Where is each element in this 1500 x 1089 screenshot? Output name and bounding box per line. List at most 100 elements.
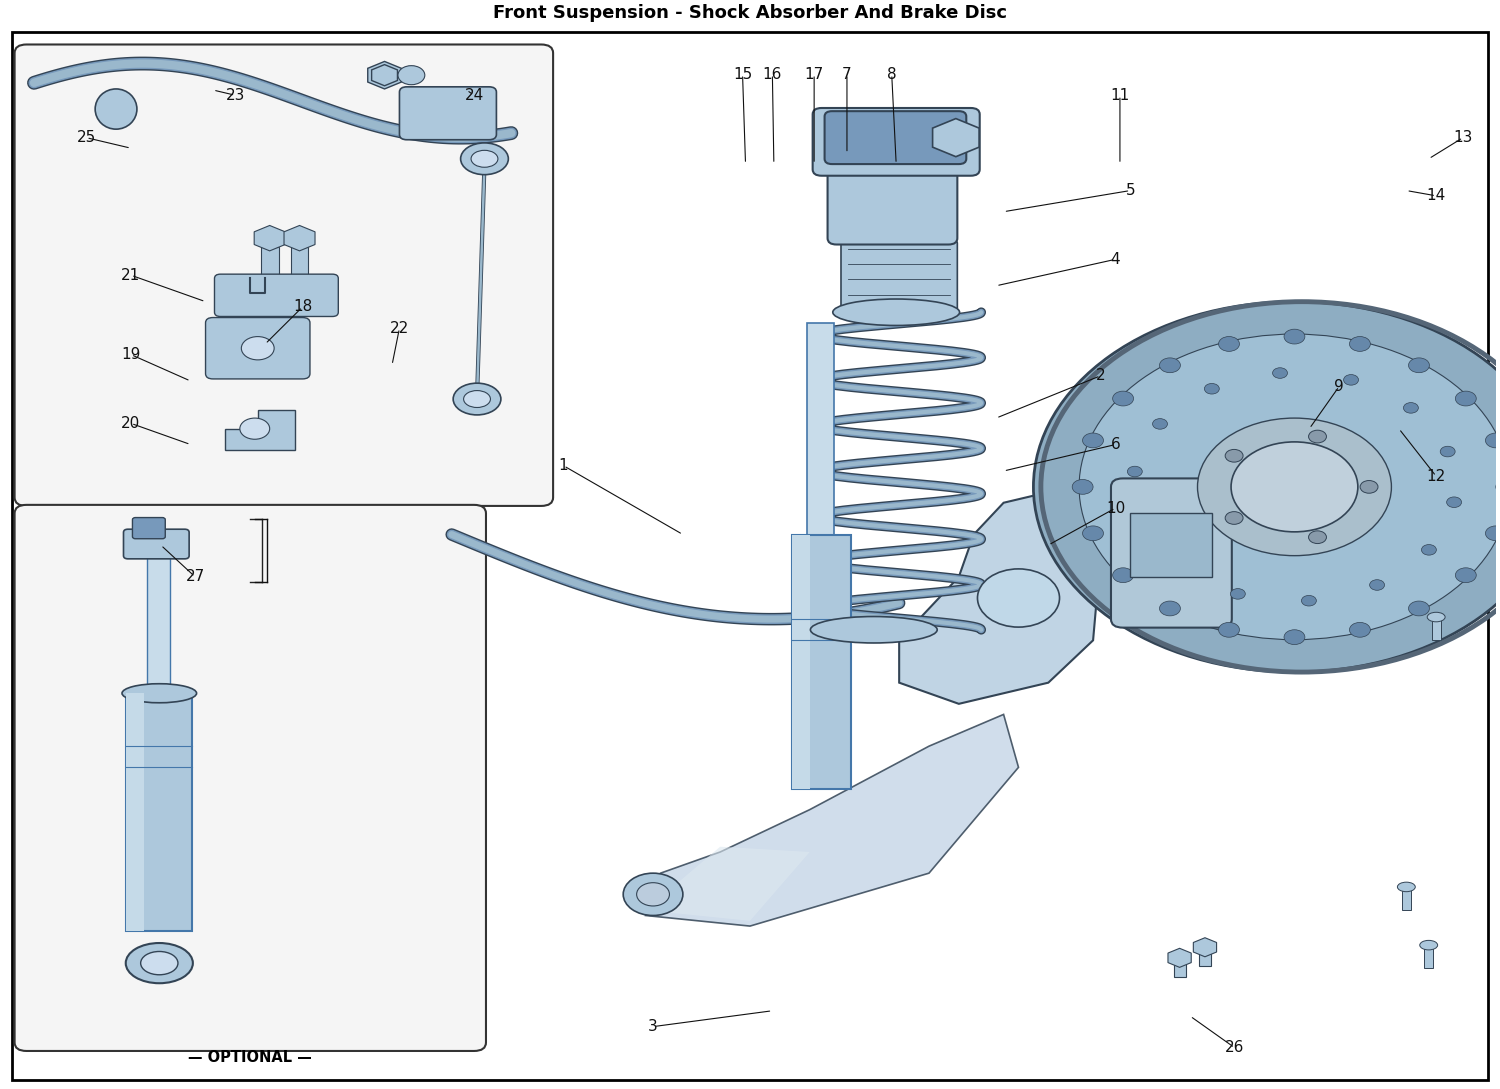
Text: 16: 16 <box>762 66 782 82</box>
Ellipse shape <box>1370 579 1384 590</box>
Bar <box>126 694 144 931</box>
Ellipse shape <box>1284 629 1305 645</box>
Text: 6: 6 <box>1110 437 1120 452</box>
Text: 20: 20 <box>122 416 141 431</box>
Ellipse shape <box>1350 337 1371 352</box>
Text: 21: 21 <box>122 268 141 283</box>
Ellipse shape <box>1230 588 1245 599</box>
Text: 11: 11 <box>1110 88 1130 102</box>
Bar <box>807 322 834 703</box>
Text: 1: 1 <box>558 458 568 474</box>
FancyBboxPatch shape <box>132 517 165 539</box>
FancyBboxPatch shape <box>828 152 957 245</box>
Text: 27: 27 <box>186 570 204 585</box>
Ellipse shape <box>126 943 194 983</box>
Ellipse shape <box>1197 418 1392 555</box>
FancyBboxPatch shape <box>123 529 189 559</box>
Polygon shape <box>645 714 1018 926</box>
Bar <box>1173 958 1185 977</box>
Text: — OPTIONAL —: — OPTIONAL — <box>189 1050 312 1065</box>
Text: 23: 23 <box>225 88 245 102</box>
Text: 2: 2 <box>1095 368 1106 383</box>
Polygon shape <box>645 847 810 921</box>
Ellipse shape <box>122 684 196 702</box>
Ellipse shape <box>1485 526 1500 541</box>
Text: 25: 25 <box>76 130 96 145</box>
Bar <box>1402 886 1411 910</box>
FancyBboxPatch shape <box>842 240 957 317</box>
FancyBboxPatch shape <box>15 45 554 506</box>
Text: 15: 15 <box>734 66 752 82</box>
FancyBboxPatch shape <box>15 505 486 1051</box>
Ellipse shape <box>1083 526 1104 541</box>
Ellipse shape <box>242 337 274 359</box>
Text: 7: 7 <box>842 66 852 82</box>
Ellipse shape <box>1034 302 1500 672</box>
Ellipse shape <box>1408 601 1430 616</box>
Ellipse shape <box>1134 517 1149 527</box>
Ellipse shape <box>1496 479 1500 494</box>
Ellipse shape <box>1113 567 1134 583</box>
Ellipse shape <box>1218 623 1239 637</box>
Text: 12: 12 <box>1426 468 1446 484</box>
Ellipse shape <box>1308 430 1326 443</box>
Bar <box>792 535 810 788</box>
Ellipse shape <box>94 89 136 130</box>
Ellipse shape <box>1226 450 1244 462</box>
Ellipse shape <box>1284 329 1305 344</box>
Ellipse shape <box>1344 375 1359 386</box>
Bar <box>792 535 852 788</box>
Ellipse shape <box>1083 433 1104 448</box>
Ellipse shape <box>1455 391 1476 406</box>
Title: Front Suspension - Shock Absorber And Brake Disc: Front Suspension - Shock Absorber And Br… <box>494 4 1006 22</box>
Ellipse shape <box>471 150 498 168</box>
Bar <box>147 550 170 694</box>
Text: 18: 18 <box>292 299 312 315</box>
Ellipse shape <box>833 299 960 326</box>
Ellipse shape <box>398 65 424 85</box>
Ellipse shape <box>1152 418 1167 429</box>
Bar <box>1198 947 1210 966</box>
FancyBboxPatch shape <box>1112 478 1232 627</box>
Ellipse shape <box>1408 358 1430 372</box>
Bar <box>1424 945 1432 968</box>
Ellipse shape <box>1446 497 1461 507</box>
Ellipse shape <box>1308 530 1326 543</box>
Ellipse shape <box>1426 612 1444 622</box>
Text: 8: 8 <box>886 66 897 82</box>
Polygon shape <box>225 409 296 450</box>
Ellipse shape <box>1204 383 1219 394</box>
Text: 17: 17 <box>804 66 824 82</box>
Text: 9: 9 <box>1335 379 1344 394</box>
Bar <box>291 246 309 294</box>
Text: 10: 10 <box>1106 501 1125 515</box>
Bar <box>261 246 279 294</box>
Ellipse shape <box>1160 601 1180 616</box>
Text: 19: 19 <box>122 347 141 362</box>
Bar <box>1131 513 1212 577</box>
Ellipse shape <box>1072 479 1094 494</box>
Ellipse shape <box>1272 368 1287 378</box>
Ellipse shape <box>1128 466 1143 477</box>
FancyBboxPatch shape <box>399 87 496 139</box>
Ellipse shape <box>1440 446 1455 457</box>
Text: 22: 22 <box>390 320 410 335</box>
Ellipse shape <box>1160 358 1180 372</box>
Text: 26: 26 <box>1226 1040 1245 1055</box>
Ellipse shape <box>453 383 501 415</box>
Text: 4: 4 <box>1110 252 1120 267</box>
Ellipse shape <box>1218 337 1239 352</box>
Ellipse shape <box>978 568 1059 627</box>
Ellipse shape <box>1422 544 1437 555</box>
Ellipse shape <box>141 952 178 975</box>
Text: 14: 14 <box>1426 188 1446 204</box>
Ellipse shape <box>1420 941 1437 950</box>
Ellipse shape <box>1078 334 1500 639</box>
Ellipse shape <box>1350 623 1371 637</box>
Ellipse shape <box>1398 882 1416 892</box>
Ellipse shape <box>1226 512 1244 524</box>
Ellipse shape <box>1232 442 1358 531</box>
Text: 13: 13 <box>1454 130 1473 145</box>
FancyBboxPatch shape <box>813 108 980 175</box>
Ellipse shape <box>1404 403 1419 413</box>
